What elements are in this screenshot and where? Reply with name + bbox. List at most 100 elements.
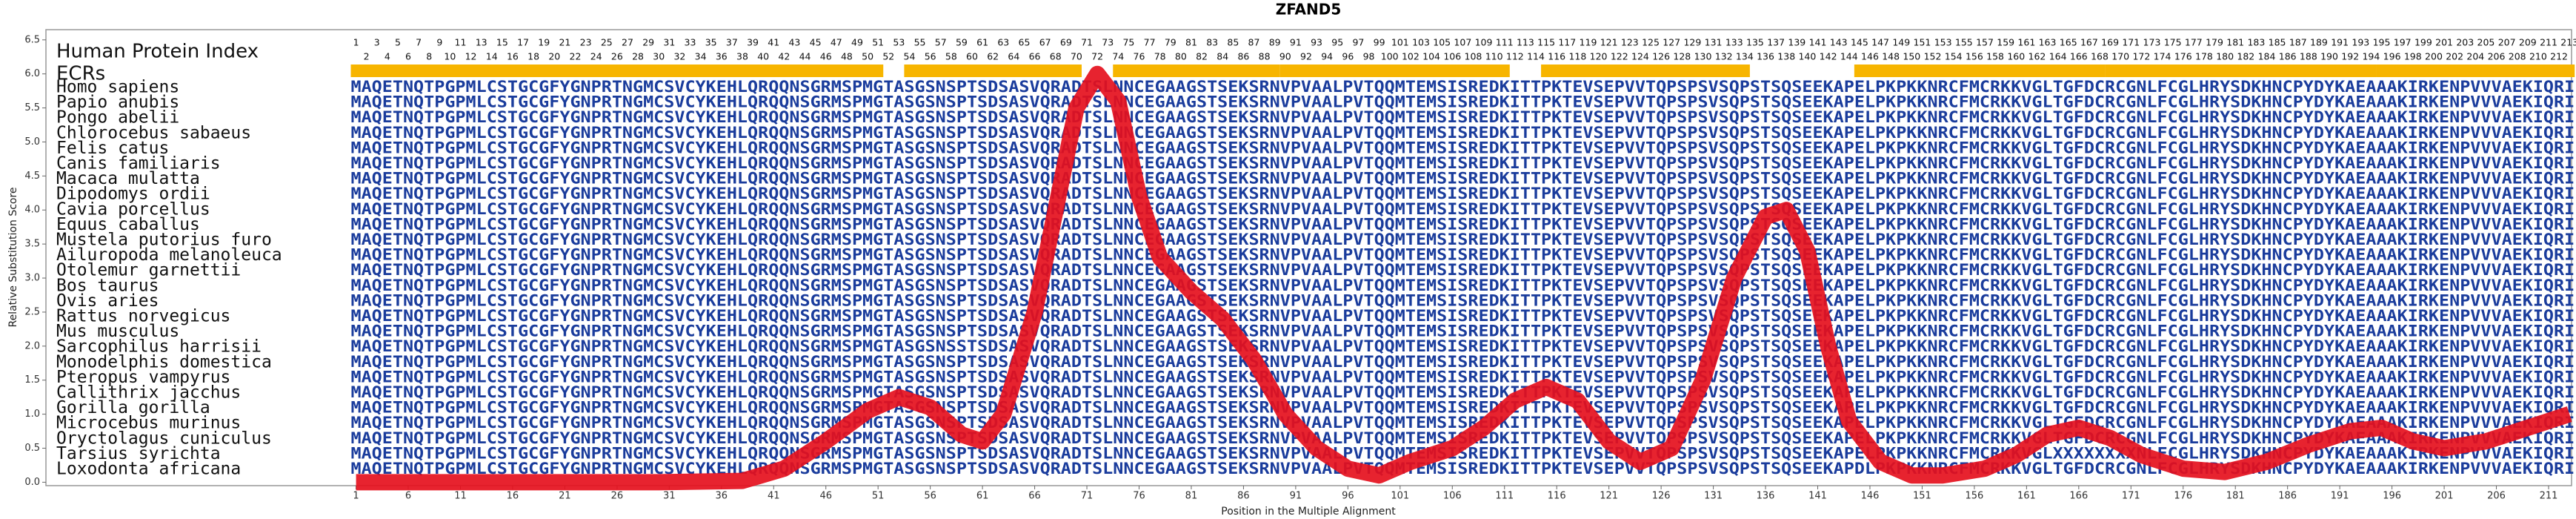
species-name: Gorilla gorilla: [56, 398, 210, 417]
protein-index: 182: [2237, 51, 2254, 62]
protein-index: 11: [455, 37, 467, 48]
protein-index: 184: [2258, 51, 2276, 62]
protein-index: 105: [1433, 37, 1451, 48]
x-tick-label: 31: [663, 491, 676, 502]
protein-index: 166: [2070, 51, 2088, 62]
sequence: MAQETNQTPGPMLCSTGCGFYGNPRTNGMCSVCYKEHLQR…: [351, 307, 2575, 325]
protein-index: 14: [486, 51, 498, 62]
protein-index: 210: [2529, 51, 2547, 62]
species-name: Monodelphis domestica: [56, 352, 272, 371]
protein-index: 74: [1112, 51, 1124, 62]
species-name: Pteropus vampyrus: [56, 368, 230, 387]
protein-index: 34: [695, 51, 707, 62]
protein-index: 77: [1144, 37, 1156, 48]
protein-index: 165: [2060, 37, 2077, 48]
y-tick-label: 3.5: [24, 239, 40, 250]
protein-index: 96: [1342, 51, 1354, 62]
protein-index: 21: [559, 37, 570, 48]
protein-index: 160: [2007, 51, 2025, 62]
sequence: MAQETNQTPGPMLCSTGCGFYGNPRTNGMCSVCYKEHLQR…: [351, 170, 2575, 188]
protein-index: 18: [527, 51, 539, 62]
protein-index: 104: [1422, 51, 1440, 62]
sequence: MAQETNQTPGPMLCSTGCGFYGNPRTNGMCSVCYKEHLQR…: [351, 154, 2575, 172]
x-tick-label: 171: [2122, 491, 2140, 502]
protein-index: 10: [444, 51, 456, 62]
protein-index: 117: [1558, 37, 1576, 48]
y-tick-label: 4.5: [24, 171, 40, 182]
protein-index: 65: [1019, 37, 1031, 48]
protein-index: 71: [1081, 37, 1093, 48]
x-tick-label: 86: [1237, 491, 1250, 502]
protein-index: 208: [2509, 51, 2526, 62]
protein-index: 80: [1175, 51, 1187, 62]
protein-index: 7: [416, 37, 422, 48]
x-tick-label: 6: [405, 491, 411, 502]
protein-index: 144: [1840, 51, 1858, 62]
protein-index: 2: [364, 51, 370, 62]
protein-index: 177: [2185, 37, 2203, 48]
protein-index: 16: [507, 51, 519, 62]
protein-index: 41: [768, 37, 779, 48]
protein-index: 159: [1997, 37, 2014, 48]
sequence: MAQETNQTPGPMLCSTGCGFYGNPRTNGMCSVCYKEHLQR…: [351, 231, 2575, 248]
protein-index: 107: [1454, 37, 1471, 48]
x-tick-label: 186: [2278, 491, 2297, 502]
protein-index: 113: [1517, 37, 1534, 48]
species-name: Bos taurus: [56, 276, 159, 295]
protein-index: 36: [716, 51, 728, 62]
y-axis-label: Relative Substitution Score: [7, 187, 19, 327]
protein-index: 108: [1465, 51, 1482, 62]
protein-index: 183: [2247, 37, 2265, 48]
protein-index: 13: [476, 37, 487, 48]
species-name: Oryctolagus cuniculus: [56, 429, 272, 448]
sequence: MAQETNQTPGPMLCSTGCGFYGNPRTNGMCSVCYKEHLQR…: [351, 337, 2575, 355]
protein-index: 127: [1663, 37, 1680, 48]
x-tick-label: 166: [2069, 491, 2088, 502]
x-tick-label: 126: [1652, 491, 1671, 502]
protein-index: 64: [1008, 51, 1019, 62]
protein-index: 125: [1642, 37, 1660, 48]
ecr-bar: [2376, 65, 2575, 77]
protein-index: 68: [1050, 51, 1062, 62]
x-tick-label: 211: [2540, 491, 2558, 502]
protein-index: 5: [395, 37, 401, 48]
protein-index: 1: [353, 37, 359, 48]
protein-index: 169: [2101, 37, 2119, 48]
protein-index: 100: [1381, 51, 1399, 62]
protein-index: 55: [914, 37, 926, 48]
ecr-bar: [1541, 65, 1750, 77]
protein-index: 156: [1966, 51, 1983, 62]
protein-index: 118: [1568, 51, 1586, 62]
x-tick-label: 66: [1028, 491, 1041, 502]
ecr-bar: [1113, 65, 1280, 77]
ecr-bar: [350, 65, 884, 77]
protein-index: 134: [1736, 51, 1754, 62]
protein-index: 172: [2132, 51, 2150, 62]
sequence: MAQETNQTPGPMLCSTGCGFYGNPRTNGMCSVCYKEHLQR…: [351, 93, 2575, 111]
protein-index: 195: [2373, 37, 2391, 48]
protein-index: 119: [1580, 37, 1597, 48]
sequence: MAQETNQTPGPMLCSTGCGFYGNPRTNGMCSVCYKEHLQR…: [351, 414, 2575, 432]
protein-index: 185: [2269, 37, 2286, 48]
protein-index: 6: [405, 51, 411, 62]
protein-index: 45: [810, 37, 822, 48]
sequence: MAQETNQTPGPMLCSTGCGFYGNPRTNGMCSVCYKEHLQR…: [351, 124, 2575, 142]
protein-index: 20: [548, 51, 560, 62]
sequence: MAQETNQTPGPMLCSTGCGFYGNPRTNGMCSVCYKEHLQR…: [351, 108, 2575, 126]
protein-index: 52: [882, 51, 894, 62]
species-name: Loxodonta africana: [56, 460, 241, 479]
protein-index: 42: [778, 51, 790, 62]
protein-index: 48: [841, 51, 853, 62]
protein-index: 213: [2560, 37, 2576, 48]
protein-index: 114: [1527, 51, 1545, 62]
x-tick-label: 101: [1391, 491, 1409, 502]
x-tick-label: 46: [819, 491, 832, 502]
protein-index: 174: [2154, 51, 2171, 62]
protein-index: 189: [2310, 37, 2328, 48]
protein-index: 141: [1809, 37, 1827, 48]
species-name: Equus caballus: [56, 215, 200, 234]
protein-index: 211: [2540, 37, 2557, 48]
protein-index: 138: [1777, 51, 1795, 62]
protein-index: 98: [1363, 51, 1375, 62]
